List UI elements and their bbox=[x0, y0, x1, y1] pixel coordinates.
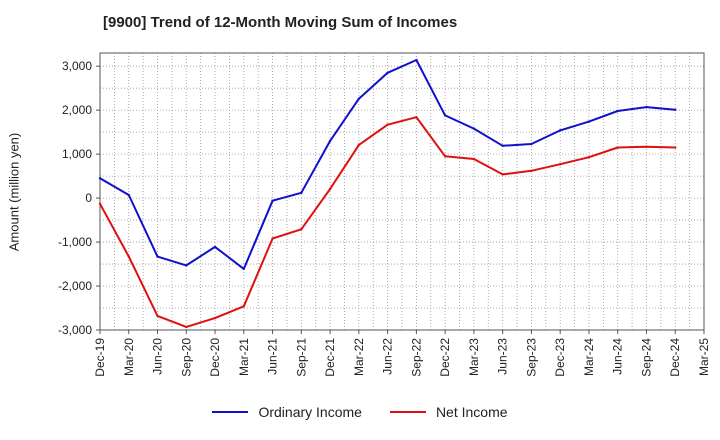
data-point-net-income bbox=[357, 143, 361, 147]
data-point-ordinary-income bbox=[530, 142, 533, 146]
data-point-net-income bbox=[242, 305, 246, 308]
data-point-net-income bbox=[472, 157, 476, 161]
plot-frame bbox=[99, 52, 705, 331]
legend: Ordinary Income Net Income bbox=[0, 404, 720, 420]
y-tick-label: 2,000 bbox=[62, 103, 92, 117]
data-point-ordinary-income bbox=[98, 177, 102, 180]
x-tick-label: Sep-22 bbox=[409, 338, 423, 377]
x-tick-label: Dec-19 bbox=[93, 338, 107, 377]
x-tick-label: Mar-24 bbox=[582, 338, 596, 376]
x-tick-label: Dec-20 bbox=[208, 338, 222, 377]
data-point-ordinary-income bbox=[386, 71, 389, 74]
y-tick-label: -2,000 bbox=[58, 279, 92, 293]
data-point-net-income bbox=[98, 202, 102, 206]
data-point-ordinary-income bbox=[156, 255, 159, 258]
x-tick-label: Dec-24 bbox=[668, 338, 682, 377]
y-tick-label: -1,000 bbox=[58, 235, 92, 249]
y-tick-label: 3,000 bbox=[62, 59, 92, 73]
x-tick-label: Jun-22 bbox=[381, 338, 395, 375]
x-tick-label: Sep-24 bbox=[639, 338, 653, 377]
plot-area: 3,000 2,000 1,000 0 -1,000 -2,000 -3,000Dec-19… bbox=[58, 52, 711, 377]
x-tick-label: Mar-25 bbox=[697, 338, 711, 376]
data-point-ordinary-income bbox=[271, 199, 274, 202]
legend-swatch-net-income bbox=[389, 411, 426, 413]
data-point-ordinary-income bbox=[674, 108, 677, 111]
data-point-ordinary-income bbox=[645, 105, 648, 109]
x-tick-label: Mar-21 bbox=[237, 338, 251, 376]
data-point-ordinary-income bbox=[328, 139, 332, 143]
x-tick-label: Sep-23 bbox=[524, 338, 538, 377]
data-point-net-income bbox=[501, 173, 504, 176]
x-tick-label: Mar-22 bbox=[352, 338, 366, 376]
x-tick-label: Mar-23 bbox=[467, 338, 481, 376]
data-point-net-income bbox=[386, 123, 389, 126]
x-tick-label: Sep-20 bbox=[179, 338, 193, 377]
data-point-net-income bbox=[587, 156, 591, 159]
legend-swatch-ordinary-income bbox=[212, 411, 249, 413]
y-tick-label: -3,000 bbox=[58, 323, 92, 337]
data-point-net-income bbox=[300, 228, 303, 231]
y-tick-label: 1,000 bbox=[62, 147, 92, 161]
data-point-ordinary-income bbox=[472, 127, 476, 130]
x-tick-label: Jun-23 bbox=[496, 338, 510, 375]
legend-label-net-income: Net Income bbox=[435, 404, 508, 420]
data-point-ordinary-income bbox=[501, 144, 504, 147]
x-tick-label: Sep-21 bbox=[294, 338, 308, 377]
x-tick-label: Dec-21 bbox=[323, 338, 337, 377]
x-tick-label: Dec-22 bbox=[438, 338, 452, 377]
data-point-ordinary-income bbox=[415, 58, 418, 62]
data-point-ordinary-income bbox=[357, 97, 361, 100]
x-tick-label: Jun-21 bbox=[266, 338, 280, 375]
data-point-ordinary-income bbox=[213, 245, 217, 249]
data-point-ordinary-income bbox=[558, 129, 562, 132]
data-point-ordinary-income bbox=[300, 191, 303, 195]
data-point-net-income bbox=[530, 169, 533, 173]
x-tick-label: Jun-20 bbox=[151, 338, 165, 375]
x-tick-label: Dec-23 bbox=[553, 338, 567, 377]
data-point-ordinary-income bbox=[185, 264, 188, 267]
x-tick-label: Mar-20 bbox=[122, 338, 136, 376]
chart-title: [9900] Trend of 12-Month Moving Sum of I… bbox=[103, 14, 458, 31]
data-point-ordinary-income bbox=[242, 267, 246, 271]
data-point-net-income bbox=[415, 115, 418, 119]
legend-label-ordinary-income: Ordinary Income bbox=[258, 404, 362, 420]
x-tick-label: Jun-24 bbox=[611, 338, 625, 375]
data-point-ordinary-income bbox=[127, 193, 130, 197]
data-point-net-income bbox=[443, 155, 447, 158]
data-point-ordinary-income bbox=[443, 114, 447, 117]
data-point-net-income bbox=[674, 146, 677, 149]
data-point-net-income bbox=[616, 146, 619, 149]
data-point-net-income bbox=[213, 316, 217, 320]
legend-item-ordinary-income: Ordinary Income bbox=[212, 404, 362, 420]
y-tick-label: 0 bbox=[85, 191, 92, 205]
data-point-ordinary-income bbox=[587, 120, 591, 123]
legend-item-net-income: Net Income bbox=[389, 404, 508, 420]
data-point-net-income bbox=[156, 314, 159, 318]
data-point-net-income bbox=[127, 255, 130, 258]
data-point-net-income bbox=[328, 187, 332, 191]
data-point-net-income bbox=[645, 145, 648, 148]
data-point-net-income bbox=[558, 163, 562, 166]
data-point-net-income bbox=[271, 237, 274, 240]
data-point-ordinary-income bbox=[616, 109, 619, 113]
data-point-net-income bbox=[185, 325, 188, 329]
